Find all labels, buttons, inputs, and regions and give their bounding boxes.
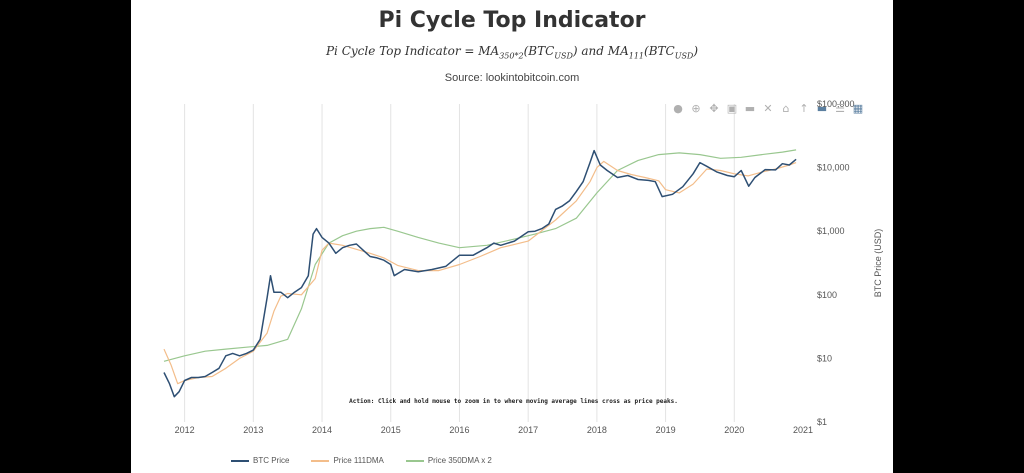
x-tick-label: 2017 [518, 425, 538, 435]
y-tick-label: $1,000 [817, 226, 845, 236]
pan-icon[interactable]: ✥ [709, 102, 719, 115]
chart-title: Pi Cycle Top Indicator [378, 8, 646, 33]
formula-sub: USD [674, 51, 694, 61]
legend-item[interactable]: Price 111DMA [311, 456, 384, 465]
home-icon[interactable]: ⌂ [782, 102, 790, 115]
formula-subtitle: Pi Cycle Top Indicator = MA350*2(BTCUSD)… [131, 44, 893, 60]
y-tick-label: $10 [817, 353, 832, 363]
zoom-out-icon[interactable]: ▬ [744, 102, 756, 115]
formula-part: ) and MA [572, 44, 629, 58]
x-tick-label: 2019 [656, 425, 676, 435]
zoom-icon[interactable]: ⊕ [691, 102, 701, 115]
legend-swatch [405, 459, 424, 462]
formula-sub: 350*2 [499, 51, 524, 61]
plotly-logo-icon[interactable]: ▦ [852, 102, 864, 115]
legend: BTC Price Price 111DMA Price 350DMA x 2 [231, 456, 492, 465]
autoscale-icon[interactable]: ✕ [763, 102, 773, 115]
spike-lines-icon[interactable]: ↑ [799, 102, 809, 115]
legend-label: BTC Price [253, 456, 290, 465]
formula-sub: 111 [628, 51, 645, 61]
x-tick-label: 2016 [449, 425, 469, 435]
hover-closest-icon[interactable]: ▬ [816, 102, 828, 115]
x-tick-label: 2014 [312, 425, 332, 435]
y-tick-label: $100 [817, 290, 837, 300]
x-tick-label: 2021 [793, 425, 813, 435]
chart-modebar: ● ⊕ ✥ ▣ ▬ ✕ ⌂ ↑ ▬ ☰ ▦ [671, 102, 865, 118]
x-tick-label: 2018 [587, 425, 607, 435]
legend-label: Price 111DMA [333, 456, 384, 465]
camera-icon[interactable]: ● [673, 102, 683, 115]
formula-part: ) [693, 44, 699, 58]
x-tick-label: 2020 [724, 425, 744, 435]
legend-item[interactable]: BTC Price [231, 456, 289, 465]
y-tick-label: $1 [817, 417, 827, 427]
y-axis-title: BTC Price (USD) [873, 229, 883, 298]
chart-panel: Pi Cycle Top Indicator Pi Cycle Top Indi… [131, 0, 893, 473]
x-tick-label: 2012 [175, 425, 195, 435]
legend-swatch [231, 459, 249, 462]
formula-sub: USD [554, 51, 573, 61]
series-line-price-111dma [163, 160, 797, 385]
chart-annotation: Action: Click and hold mouse to zoom in … [349, 398, 678, 405]
y-tick-label: $10,000 [817, 163, 850, 173]
hover-compare-icon[interactable]: ☰ [835, 102, 845, 115]
series-line-btc-price [163, 149, 797, 398]
source-label: Source: lookintobitcoin.com [444, 72, 580, 84]
formula-part: Pi Cycle Top Indicator = MA [325, 44, 500, 58]
x-tick-label: 2015 [381, 425, 401, 435]
legend-item[interactable]: Price 350DMA x 2 [405, 456, 492, 465]
formula-part: (BTC [644, 44, 675, 58]
chart-svg[interactable]: 2012 2013 2014 2015 2016 2017 2018 2019 2020 2021… [131, 0, 893, 473]
zoom-in-icon[interactable]: ▣ [726, 102, 738, 115]
legend-label: Price 350DMA x 2 [427, 456, 492, 465]
formula-part: (BTC [523, 44, 555, 58]
y-tick-label: $100,000 [817, 99, 855, 109]
legend-swatch [311, 459, 330, 462]
x-tick-label: 2013 [243, 425, 263, 435]
series-line-price-350dma-x-2 [163, 149, 797, 362]
